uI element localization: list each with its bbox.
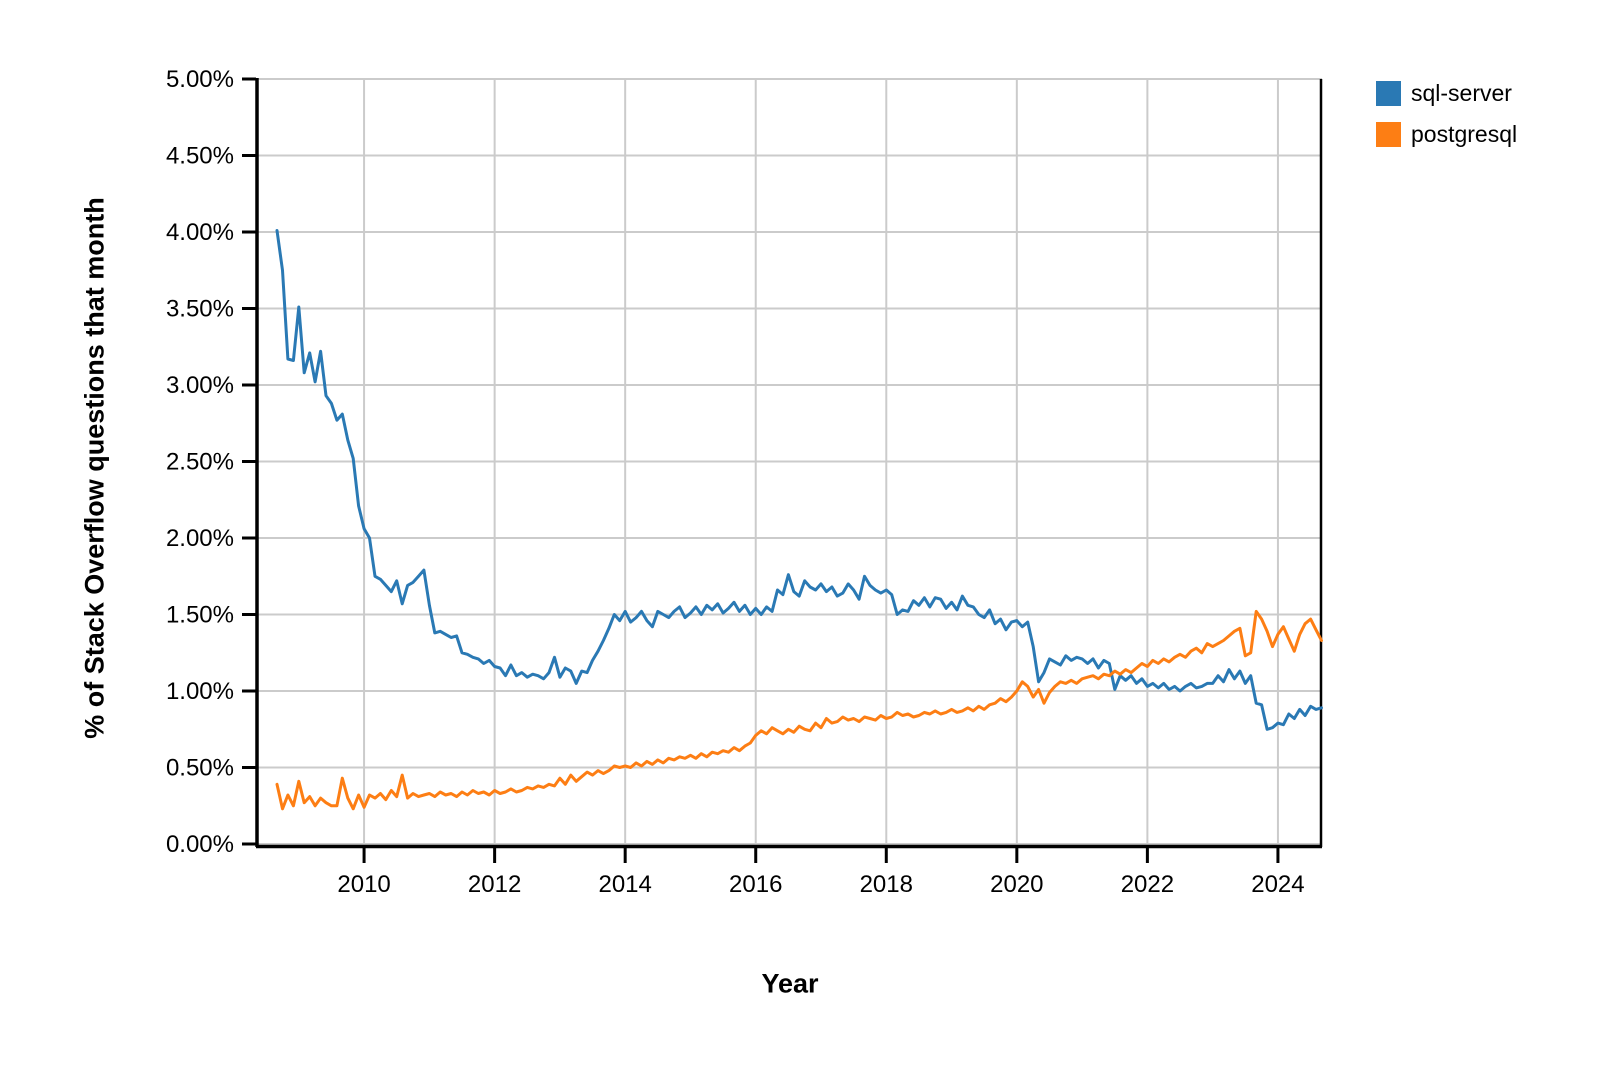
y-axis-title: % of Stack Overflow questions that month bbox=[79, 197, 110, 739]
svg-text:3.50%: 3.50% bbox=[166, 296, 234, 323]
x-axis-title: Year bbox=[761, 968, 819, 999]
svg-text:2.00%: 2.00% bbox=[166, 525, 234, 552]
svg-text:4.50%: 4.50% bbox=[166, 143, 234, 170]
svg-text:1.00%: 1.00% bbox=[166, 678, 234, 705]
legend-item-sql-server: sql-server bbox=[1376, 80, 1517, 107]
svg-text:5.00%: 5.00% bbox=[166, 66, 234, 93]
x-tick-labels: 2010 2012 2014 2016 2018 2020 2022 2024 bbox=[337, 871, 1304, 898]
svg-text:4.00%: 4.00% bbox=[166, 219, 234, 246]
svg-text:3.00%: 3.00% bbox=[166, 372, 234, 399]
legend-label-postgresql: postgresql bbox=[1411, 121, 1518, 147]
svg-text:2016: 2016 bbox=[729, 871, 782, 898]
svg-text:2020: 2020 bbox=[990, 871, 1043, 898]
legend-label-sql-server: sql-server bbox=[1411, 80, 1512, 106]
y-tick-labels: 0.00% 0.50% 1.00% 1.50% 2.00% 2.50% 3.00% 3.50%… bbox=[166, 66, 234, 858]
svg-text:1.50%: 1.50% bbox=[166, 602, 234, 629]
svg-text:2018: 2018 bbox=[860, 871, 913, 898]
tick-marks bbox=[242, 77, 1280, 863]
svg-text:2010: 2010 bbox=[337, 871, 390, 898]
svg-text:2.50%: 2.50% bbox=[166, 449, 234, 476]
svg-text:2014: 2014 bbox=[598, 871, 651, 898]
svg-text:2022: 2022 bbox=[1121, 871, 1174, 898]
series-line-postgresql bbox=[275, 609, 1323, 811]
legend-swatch-sql-server bbox=[1376, 81, 1401, 106]
legend-item-postgresql: postgresql bbox=[1376, 121, 1517, 148]
axes-frame bbox=[255, 78, 1323, 849]
legend-swatch-postgresql bbox=[1376, 122, 1401, 147]
svg-text:2012: 2012 bbox=[468, 871, 521, 898]
legend: sql-server postgresql bbox=[1376, 80, 1517, 148]
svg-text:0.50%: 0.50% bbox=[166, 755, 234, 782]
svg-text:0.00%: 0.00% bbox=[166, 831, 234, 858]
series-line-sql-server bbox=[275, 229, 1323, 731]
gridlines bbox=[258, 78, 1322, 845]
svg-text:2024: 2024 bbox=[1251, 871, 1304, 898]
